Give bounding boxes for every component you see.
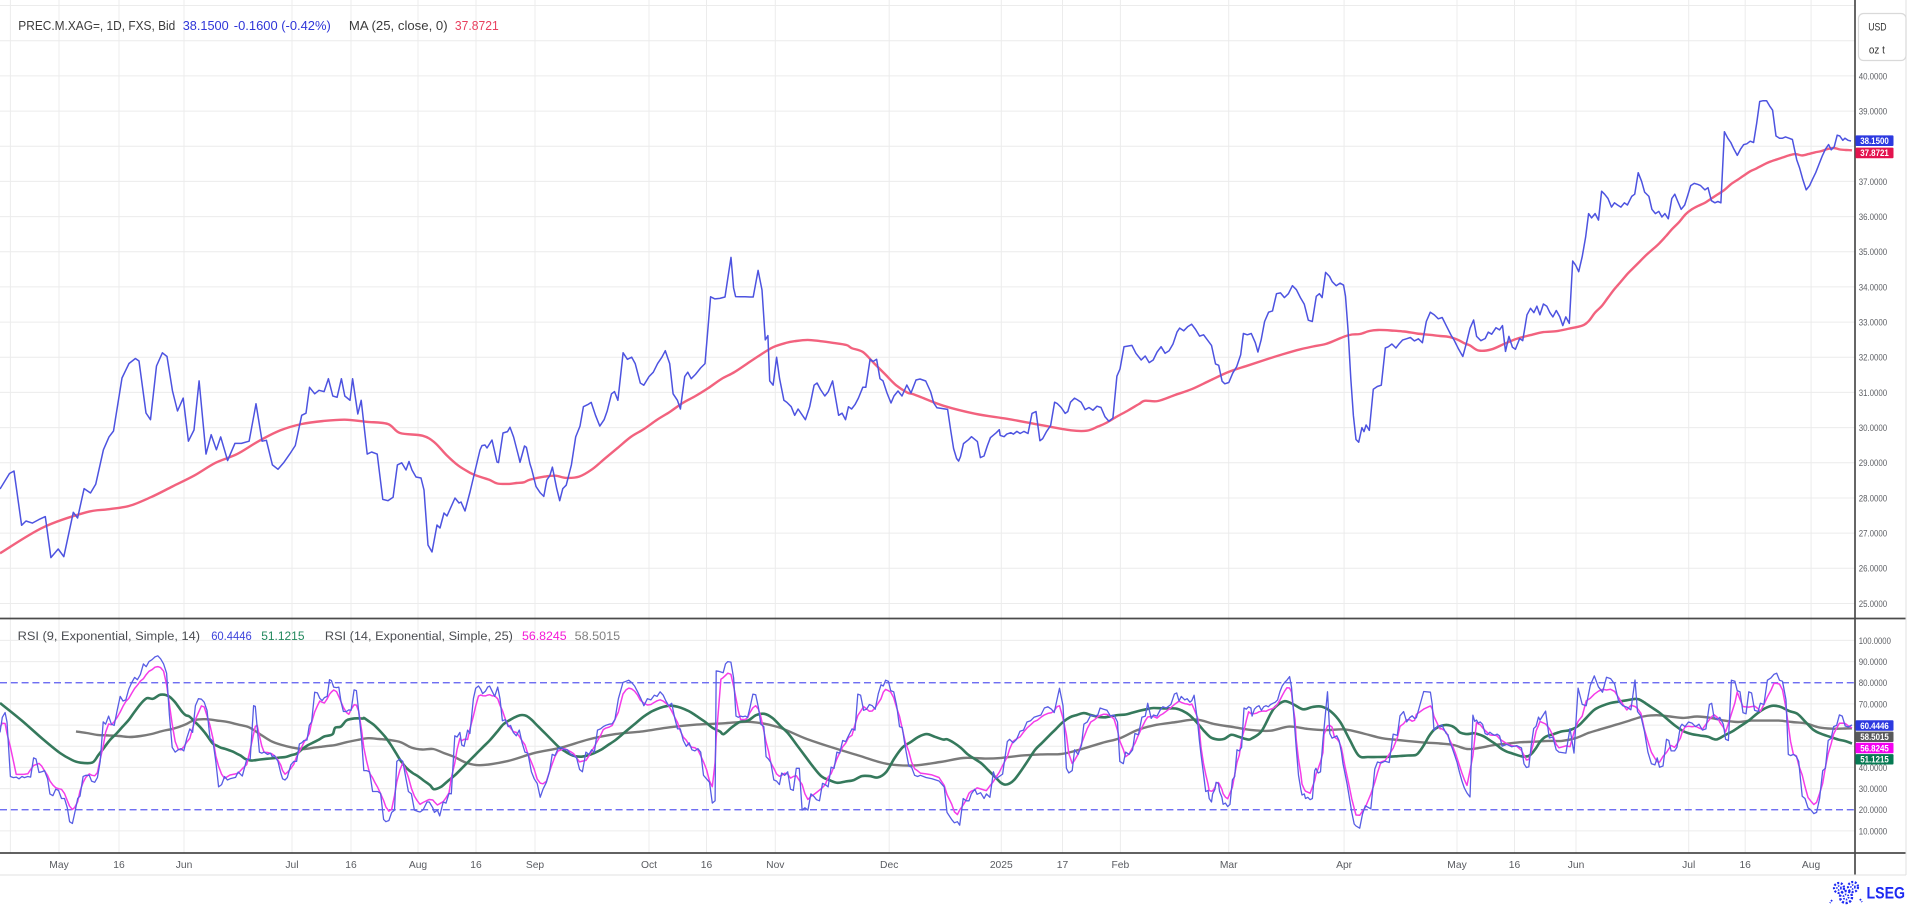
- svg-text:oz t: oz t: [1869, 45, 1885, 57]
- svg-text:56.8245: 56.8245: [1860, 742, 1889, 753]
- svg-text:32.0000: 32.0000: [1859, 353, 1888, 364]
- svg-text:RSI (14, Exponential, Simple,: RSI (14, Exponential, Simple, 25): [325, 629, 513, 643]
- svg-text:16: 16: [1509, 860, 1521, 871]
- svg-text:Feb: Feb: [1112, 860, 1130, 871]
- svg-text:36.0000: 36.0000: [1859, 212, 1888, 223]
- svg-text:60.4446: 60.4446: [211, 629, 252, 643]
- svg-text:37.0000: 37.0000: [1859, 177, 1888, 188]
- svg-text:Jun: Jun: [1568, 860, 1585, 871]
- svg-text:34.0000: 34.0000: [1859, 282, 1888, 293]
- svg-text:May: May: [49, 860, 69, 871]
- svg-text:Jun: Jun: [176, 860, 193, 871]
- svg-text:USD: USD: [1868, 22, 1887, 34]
- svg-text:-0.1600 (-0.42%): -0.1600 (-0.42%): [234, 18, 331, 33]
- svg-text:58.5015: 58.5015: [575, 629, 621, 643]
- svg-text:Dec: Dec: [880, 860, 898, 871]
- svg-text:90.0000: 90.0000: [1859, 657, 1888, 668]
- svg-text:16: 16: [113, 860, 125, 871]
- svg-text:2025: 2025: [990, 860, 1013, 871]
- svg-text:37.8721: 37.8721: [455, 18, 499, 33]
- svg-text:100.0000: 100.0000: [1859, 636, 1891, 647]
- svg-text:Aug: Aug: [1802, 860, 1821, 871]
- svg-text:39.0000: 39.0000: [1859, 107, 1888, 118]
- svg-text:51.1215: 51.1215: [261, 629, 304, 643]
- svg-text:26.0000: 26.0000: [1859, 564, 1888, 575]
- svg-text:28.0000: 28.0000: [1859, 493, 1888, 504]
- svg-text:80.0000: 80.0000: [1859, 678, 1888, 689]
- svg-text:31.0000: 31.0000: [1859, 388, 1888, 399]
- svg-text:Nov: Nov: [766, 860, 785, 871]
- svg-text:PREC.M.XAG=, 1D, FXS, Bid: PREC.M.XAG=, 1D, FXS, Bid: [18, 18, 175, 33]
- svg-text:40.0000: 40.0000: [1859, 763, 1888, 774]
- svg-text:Apr: Apr: [1336, 860, 1353, 871]
- svg-text:16: 16: [345, 860, 357, 871]
- svg-text:60.4446: 60.4446: [1860, 720, 1889, 731]
- svg-text:Jul: Jul: [1682, 860, 1695, 871]
- svg-text:Oct: Oct: [641, 860, 657, 871]
- svg-text:30.0000: 30.0000: [1859, 784, 1888, 795]
- svg-text:May: May: [1447, 860, 1467, 871]
- svg-text:Aug: Aug: [409, 860, 428, 871]
- svg-text:Jul: Jul: [285, 860, 298, 871]
- svg-text:37.8721: 37.8721: [1860, 147, 1889, 158]
- svg-text:30.0000: 30.0000: [1859, 423, 1888, 434]
- svg-text:Sep: Sep: [526, 860, 545, 871]
- svg-text:40.0000: 40.0000: [1859, 71, 1888, 82]
- svg-text:16: 16: [701, 860, 713, 871]
- svg-text:10.0000: 10.0000: [1859, 826, 1888, 837]
- svg-text:38.1500: 38.1500: [1860, 135, 1889, 146]
- svg-text:MA (25, close, 0): MA (25, close, 0): [349, 18, 448, 33]
- svg-text:35.0000: 35.0000: [1859, 247, 1888, 258]
- svg-text:33.0000: 33.0000: [1859, 318, 1888, 329]
- svg-text:RSI (9, Exponential, Simple, 1: RSI (9, Exponential, Simple, 14): [18, 629, 200, 643]
- svg-text:17: 17: [1057, 860, 1069, 871]
- svg-text:58.5015: 58.5015: [1860, 731, 1889, 742]
- svg-text:70.0000: 70.0000: [1859, 699, 1888, 710]
- svg-text:27.0000: 27.0000: [1859, 529, 1888, 540]
- svg-text:16: 16: [1739, 860, 1751, 871]
- svg-text:25.0000: 25.0000: [1859, 599, 1888, 610]
- svg-text:51.1215: 51.1215: [1860, 754, 1889, 765]
- svg-text:Mar: Mar: [1220, 860, 1238, 871]
- svg-text:29.0000: 29.0000: [1859, 458, 1888, 469]
- svg-text:56.8245: 56.8245: [522, 629, 567, 643]
- svg-text:16: 16: [470, 860, 482, 871]
- svg-text:20.0000: 20.0000: [1859, 805, 1888, 816]
- svg-text:38.1500: 38.1500: [183, 18, 229, 33]
- svg-text:LSEG: LSEG: [1867, 884, 1906, 903]
